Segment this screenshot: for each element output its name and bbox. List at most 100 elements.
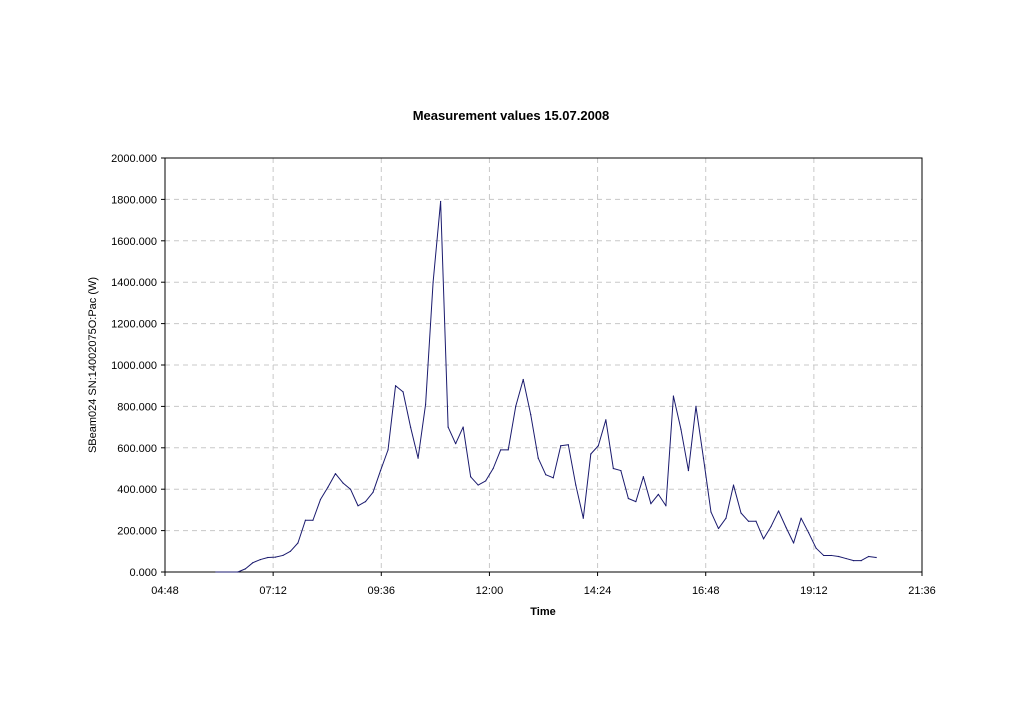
data-point bbox=[537, 457, 539, 459]
data-point bbox=[575, 484, 577, 486]
data-point bbox=[507, 449, 509, 451]
chart-title: Measurement values 15.07.2008 bbox=[413, 108, 610, 123]
data-point bbox=[500, 449, 502, 451]
x-tick-label: 04:48 bbox=[151, 585, 179, 597]
data-point bbox=[282, 554, 284, 557]
data-point bbox=[845, 557, 847, 560]
data-point bbox=[327, 486, 329, 488]
data-point bbox=[237, 571, 239, 573]
x-tick-label: 19:12 bbox=[800, 585, 828, 597]
data-point bbox=[717, 527, 720, 530]
x-tick-label: 16:48 bbox=[692, 585, 720, 597]
data-point bbox=[515, 405, 517, 407]
data-point bbox=[868, 555, 870, 558]
y-tick-label: 600.000 bbox=[117, 443, 157, 455]
data-point bbox=[357, 505, 359, 507]
y-tick-label: 1600.000 bbox=[111, 236, 157, 248]
data-point bbox=[838, 555, 840, 558]
data-point bbox=[470, 476, 472, 478]
data-point bbox=[530, 414, 532, 416]
x-tick-label: 12:00 bbox=[476, 585, 504, 597]
data-point bbox=[597, 445, 599, 447]
data-point bbox=[800, 517, 802, 519]
data-point bbox=[304, 519, 307, 521]
data-point bbox=[387, 449, 389, 451]
y-tick-label: 1000.000 bbox=[111, 360, 157, 372]
data-point bbox=[402, 391, 404, 393]
data-point bbox=[522, 378, 524, 381]
data-point bbox=[747, 520, 750, 522]
data-point bbox=[853, 560, 855, 562]
data-point bbox=[462, 426, 464, 428]
y-tick-label: 200.000 bbox=[117, 526, 157, 538]
data-point bbox=[605, 419, 607, 421]
y-tick-label: 2000.000 bbox=[111, 153, 157, 165]
data-point bbox=[432, 281, 434, 283]
data-point bbox=[792, 542, 795, 544]
data-point bbox=[485, 480, 487, 482]
data-point bbox=[334, 473, 337, 475]
data-point bbox=[455, 443, 457, 445]
data-point bbox=[680, 428, 682, 430]
data-point bbox=[319, 498, 322, 501]
data-point bbox=[762, 538, 765, 540]
y-axis-title: SBeam024 SN:14002075O:Pac (W) bbox=[87, 277, 99, 453]
data-point bbox=[372, 491, 374, 493]
data-point bbox=[642, 476, 644, 478]
data-point bbox=[567, 444, 569, 446]
y-tick-label: 1400.000 bbox=[111, 277, 157, 289]
data-point bbox=[612, 467, 614, 470]
data-point bbox=[710, 511, 712, 513]
data-point bbox=[627, 497, 629, 500]
series-points bbox=[237, 200, 877, 573]
data-point bbox=[860, 560, 862, 562]
data-point bbox=[732, 484, 735, 486]
y-tick-label: 1200.000 bbox=[111, 319, 157, 331]
data-point bbox=[823, 554, 825, 557]
data-point bbox=[725, 517, 727, 519]
x-tick-label: 07:12 bbox=[259, 585, 287, 597]
data-point bbox=[342, 482, 344, 484]
data-point bbox=[815, 547, 817, 549]
plot-frame bbox=[164, 157, 923, 573]
data-point bbox=[830, 554, 832, 557]
data-point bbox=[492, 467, 494, 470]
data-point bbox=[657, 493, 660, 495]
data-point bbox=[582, 517, 584, 519]
data-point bbox=[424, 403, 427, 405]
data-point bbox=[695, 405, 697, 407]
y-tick-label: 1800.000 bbox=[111, 194, 157, 206]
data-point bbox=[552, 477, 554, 479]
data-point bbox=[447, 426, 449, 428]
data-point bbox=[417, 457, 419, 459]
data-point bbox=[312, 519, 314, 521]
data-point bbox=[875, 556, 877, 559]
data-point bbox=[297, 542, 299, 544]
y-tick-label: 0.000 bbox=[129, 567, 157, 579]
x-tick-label: 14:24 bbox=[584, 585, 612, 597]
data-point bbox=[379, 469, 382, 472]
data-point bbox=[770, 525, 772, 528]
x-tick-label: 09:36 bbox=[368, 585, 396, 597]
data-point bbox=[740, 512, 742, 514]
y-tick-label: 800.000 bbox=[117, 401, 157, 413]
data-point bbox=[259, 558, 261, 561]
data-point bbox=[289, 550, 292, 552]
data-point bbox=[635, 501, 637, 503]
y-axis-ticks: 0.000 200.000 400.000 600.000 800.000 1000.00… bbox=[111, 153, 165, 579]
data-point bbox=[650, 503, 652, 505]
data-point bbox=[702, 457, 705, 459]
data-point bbox=[785, 526, 787, 529]
data-point bbox=[274, 556, 276, 558]
x-axis-title: Time bbox=[530, 606, 555, 618]
data-point bbox=[590, 453, 592, 455]
x-tick-label: 21:36 bbox=[908, 585, 936, 597]
grid bbox=[165, 158, 922, 572]
data-point bbox=[620, 469, 622, 472]
data-point bbox=[252, 562, 254, 564]
data-point bbox=[545, 474, 547, 476]
data-point bbox=[394, 385, 397, 387]
data-point bbox=[755, 520, 757, 522]
data-point bbox=[777, 510, 780, 512]
